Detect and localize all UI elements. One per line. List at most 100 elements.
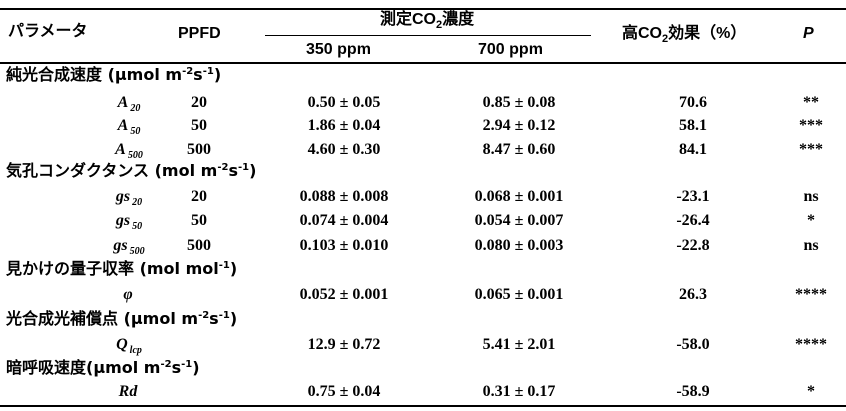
row-value-700: 0.054 ± 0.007 <box>474 212 564 229</box>
section-title-part: 光合成光補償点 (µmol m <box>6 309 199 328</box>
group-rule <box>265 35 591 36</box>
row-value-350: 0.75 ± 0.04 <box>307 383 381 400</box>
row-value-700: 5.41 ± 2.01 <box>482 336 556 353</box>
row-effect: -58.0 <box>676 336 710 353</box>
header-effect: 高CO2効果（%） <box>622 25 747 45</box>
section-title-part: ) <box>249 161 257 180</box>
row-p-value: ns <box>803 237 819 254</box>
row-p-value: *** <box>799 141 823 158</box>
section-title: 暗呼吸速度(µmol m-2s-1) <box>6 360 200 376</box>
section-title-part: 気孔コンダクタンス (mol m <box>6 161 218 180</box>
row-symbol: gs 20 <box>115 188 143 208</box>
row-value-350: 0.103 ± 0.010 <box>299 237 389 254</box>
row-value-700: 0.080 ± 0.003 <box>474 237 564 254</box>
bottom-rule <box>0 405 846 407</box>
row-value-700: 0.065 ± 0.001 <box>474 286 564 303</box>
header-measured-post: 濃度 <box>442 11 475 28</box>
row-value-700: 0.068 ± 0.001 <box>474 188 564 205</box>
section-title-part: -1 <box>237 162 250 173</box>
section-title-part: -2 <box>182 66 194 77</box>
section-title: 光合成光補償点 (µmol m-2s-1) <box>6 311 237 327</box>
row-ppfd: 50 <box>191 117 207 134</box>
row-symbol-text: gs <box>115 212 131 229</box>
row-p-value: **** <box>795 286 827 303</box>
section-title-part: -2 <box>217 162 229 173</box>
row-p-value: **** <box>795 336 827 353</box>
row-p-value: * <box>807 383 815 400</box>
header-bottom-rule <box>0 62 846 64</box>
row-effect: -23.1 <box>676 188 710 205</box>
row-symbol: φ <box>123 287 134 303</box>
section-title-part: s <box>228 161 238 180</box>
row-ppfd: 20 <box>191 188 207 205</box>
row-symbol-text: Q <box>116 336 128 353</box>
row-symbol-subscript: 20 <box>132 197 143 208</box>
section-title-part: ) <box>229 259 238 278</box>
header-measured-pre: 測定CO <box>380 11 437 28</box>
section-title-part: 純光合成速度 (µmol m <box>6 65 183 84</box>
row-p-value: * <box>807 212 815 229</box>
section-title: 見かけの量子収率 (mol mol-1) <box>6 261 237 277</box>
row-effect: -22.8 <box>676 237 710 254</box>
header-effect-sub: 2 <box>662 33 669 45</box>
section-title-part: 暗呼吸速度(µmol m <box>6 358 161 377</box>
section-title: 気孔コンダクタンス (mol m-2s-1) <box>6 163 256 179</box>
row-effect: 70.6 <box>679 94 707 111</box>
row-symbol: gs 500 <box>113 237 145 257</box>
row-value-350: 0.052 ± 0.001 <box>299 286 389 303</box>
row-value-350: 0.074 ± 0.004 <box>299 212 389 229</box>
section-title-part: ) <box>213 65 222 84</box>
section-title-part: s <box>171 358 182 377</box>
row-value-700: 0.31 ± 0.17 <box>482 383 556 400</box>
row-value-350: 4.60 ± 0.30 <box>307 141 381 158</box>
row-symbol-subscript: 500 <box>127 150 143 161</box>
row-symbol-subscript: 20 <box>130 103 141 114</box>
header-700: 700 ppm <box>478 41 543 58</box>
row-symbol: Rd <box>119 384 140 400</box>
row-value-700: 8.47 ± 0.60 <box>482 141 556 158</box>
section-title-part: s <box>209 309 219 328</box>
header-parameter: パラメータ <box>8 23 88 40</box>
row-symbol-text: A <box>117 117 129 134</box>
row-p-value: ns <box>803 188 819 205</box>
row-symbol-text: gs <box>113 237 128 254</box>
header-effect-pre: 高CO <box>622 25 663 42</box>
row-value-350: 12.9 ± 0.72 <box>307 336 381 353</box>
row-symbol: A 500 <box>115 141 143 161</box>
row-p-value: ** <box>803 94 819 111</box>
row-symbol-text: gs <box>115 188 131 205</box>
row-value-350: 0.50 ± 0.05 <box>307 94 381 111</box>
row-effect: 26.3 <box>679 286 707 303</box>
row-symbol-text: A <box>115 141 126 158</box>
row-symbol: A 50 <box>117 117 141 137</box>
section-title-part: ) <box>192 358 200 377</box>
row-value-350: 1.86 ± 0.04 <box>307 117 381 134</box>
section-title-part: 見かけの量子収率 (mol mol <box>6 259 219 278</box>
header-ppfd: PPFD <box>178 25 221 42</box>
row-symbol-subscript: 500 <box>129 246 145 257</box>
section-title: 純光合成速度 (µmol m-2s-1) <box>6 67 221 83</box>
row-ppfd: 500 <box>187 237 211 254</box>
row-symbol: A 20 <box>117 94 141 114</box>
header-350: 350 ppm <box>306 41 371 58</box>
section-title-part: s <box>193 65 203 84</box>
row-ppfd: 50 <box>191 212 207 229</box>
row-effect: -58.9 <box>676 383 710 400</box>
row-symbol-text: A <box>117 94 129 111</box>
row-symbol-subscript: 50 <box>130 126 141 137</box>
row-effect: 84.1 <box>679 141 707 158</box>
top-rule <box>0 8 846 10</box>
header-p: P <box>803 25 814 42</box>
row-value-700: 2.94 ± 0.12 <box>482 117 556 134</box>
row-value-700: 0.85 ± 0.08 <box>482 94 556 111</box>
section-title-part: -1 <box>218 310 230 321</box>
row-ppfd: 500 <box>187 141 211 158</box>
section-title-part: -1 <box>181 359 193 370</box>
section-title-part: ) <box>229 309 238 328</box>
header-effect-post: 効果（%） <box>668 25 747 42</box>
row-value-350: 0.088 ± 0.008 <box>299 188 389 205</box>
header-measured-sub: 2 <box>436 19 443 31</box>
row-symbol: gs 50 <box>115 212 142 232</box>
